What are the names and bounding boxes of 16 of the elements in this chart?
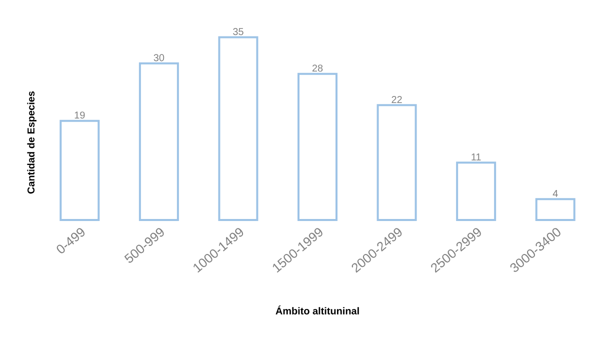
- bar: [298, 72, 338, 221]
- x-axis-title: Ámbito altituninal: [276, 306, 359, 314]
- data-label: 11: [472, 154, 481, 160]
- data-label: 30: [154, 54, 164, 62]
- bar: [60, 120, 100, 221]
- y-axis-title: Cantidad de Especies: [27, 91, 36, 194]
- bar: [376, 104, 417, 221]
- data-label: 28: [312, 64, 323, 72]
- bar: [535, 198, 576, 221]
- bar: [138, 62, 179, 221]
- bar: [456, 162, 496, 221]
- data-label: 19: [74, 112, 85, 119]
- bar: [218, 36, 258, 221]
- data-label: 22: [392, 96, 402, 103]
- data-label: 4: [552, 190, 558, 197]
- data-label: 35: [233, 28, 244, 36]
